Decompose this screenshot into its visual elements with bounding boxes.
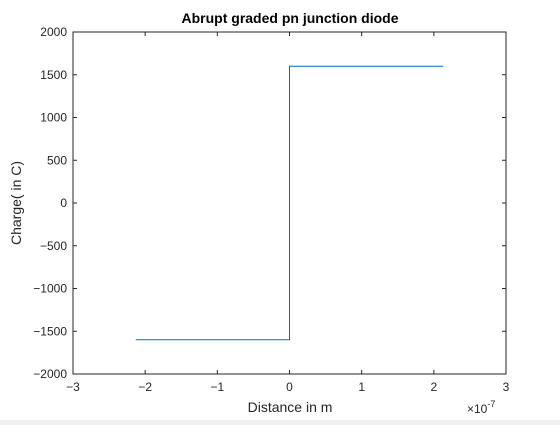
x-tick-label: 1 <box>358 380 365 394</box>
y-tick-label: −500 <box>40 239 67 253</box>
y-tick-label: 500 <box>47 153 67 167</box>
x-exponent-base: ×10 <box>467 402 488 416</box>
x-tick-label: 3 <box>503 380 510 394</box>
x-tick-label: −1 <box>210 380 224 394</box>
y-tick-label: −1000 <box>33 282 67 296</box>
chart-title: Abrupt graded pn junction diode <box>182 10 399 26</box>
y-tick-label: −1500 <box>33 324 67 338</box>
y-tick-label: 1000 <box>40 111 67 125</box>
y-axis-label: Charge( in C) <box>8 161 24 245</box>
y-tick-label: −2000 <box>33 367 67 381</box>
series-layer <box>135 65 444 341</box>
x-axis-label: Distance in m <box>248 399 333 415</box>
x-tick-label: −2 <box>138 380 152 394</box>
series-line <box>135 65 444 341</box>
tick-group: −3 −2 −1 0 1 2 3 −2000 −1500 −1000 −500 0 500 1000 150… <box>33 25 509 394</box>
y-tick-label: 0 <box>60 196 67 210</box>
x-tick-label: 0 <box>286 380 293 394</box>
x-tick-label: 2 <box>430 380 437 394</box>
x-tick-label: −3 <box>66 380 80 394</box>
x-exponent-label: ×10-7 <box>467 399 495 416</box>
y-tick-label: 2000 <box>40 25 67 39</box>
y-tick-label: 1500 <box>40 68 67 82</box>
x-exponent-power: -7 <box>487 399 495 409</box>
